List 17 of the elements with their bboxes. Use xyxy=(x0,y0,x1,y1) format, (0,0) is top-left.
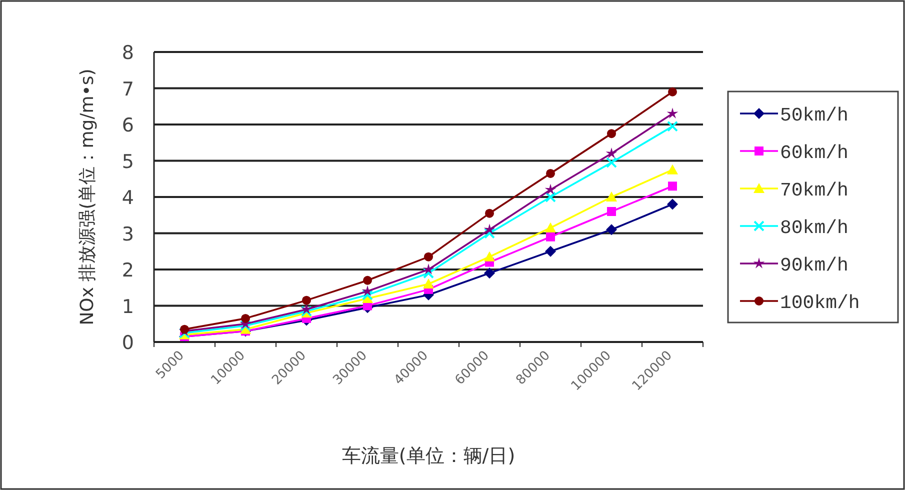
legend-label: 80km/h xyxy=(780,217,848,239)
legend-label: 60km/h xyxy=(780,142,848,164)
y-tick-label: 7 xyxy=(122,78,134,100)
y-tick-label: 3 xyxy=(122,223,134,246)
y-tick-label: 4 xyxy=(122,187,134,209)
y-tick-label: 5 xyxy=(122,150,134,173)
legend-label: 50km/h xyxy=(780,104,848,126)
y-axis-title: NOx 排放源强(单位：mg/m•s) xyxy=(77,68,98,326)
legend-label: 70km/h xyxy=(780,180,848,202)
y-tick-label: 2 xyxy=(122,260,134,282)
y-tick-label: 0 xyxy=(122,332,134,354)
y-tick-label: 1 xyxy=(122,296,134,318)
y-tick-label: 6 xyxy=(122,114,134,136)
x-axis-title: 车流量(单位：辆/日) xyxy=(342,445,516,467)
legend-label: 100km/h xyxy=(780,292,860,314)
legend-label: 90km/h xyxy=(780,254,848,276)
y-tick-label: 8 xyxy=(122,42,134,64)
